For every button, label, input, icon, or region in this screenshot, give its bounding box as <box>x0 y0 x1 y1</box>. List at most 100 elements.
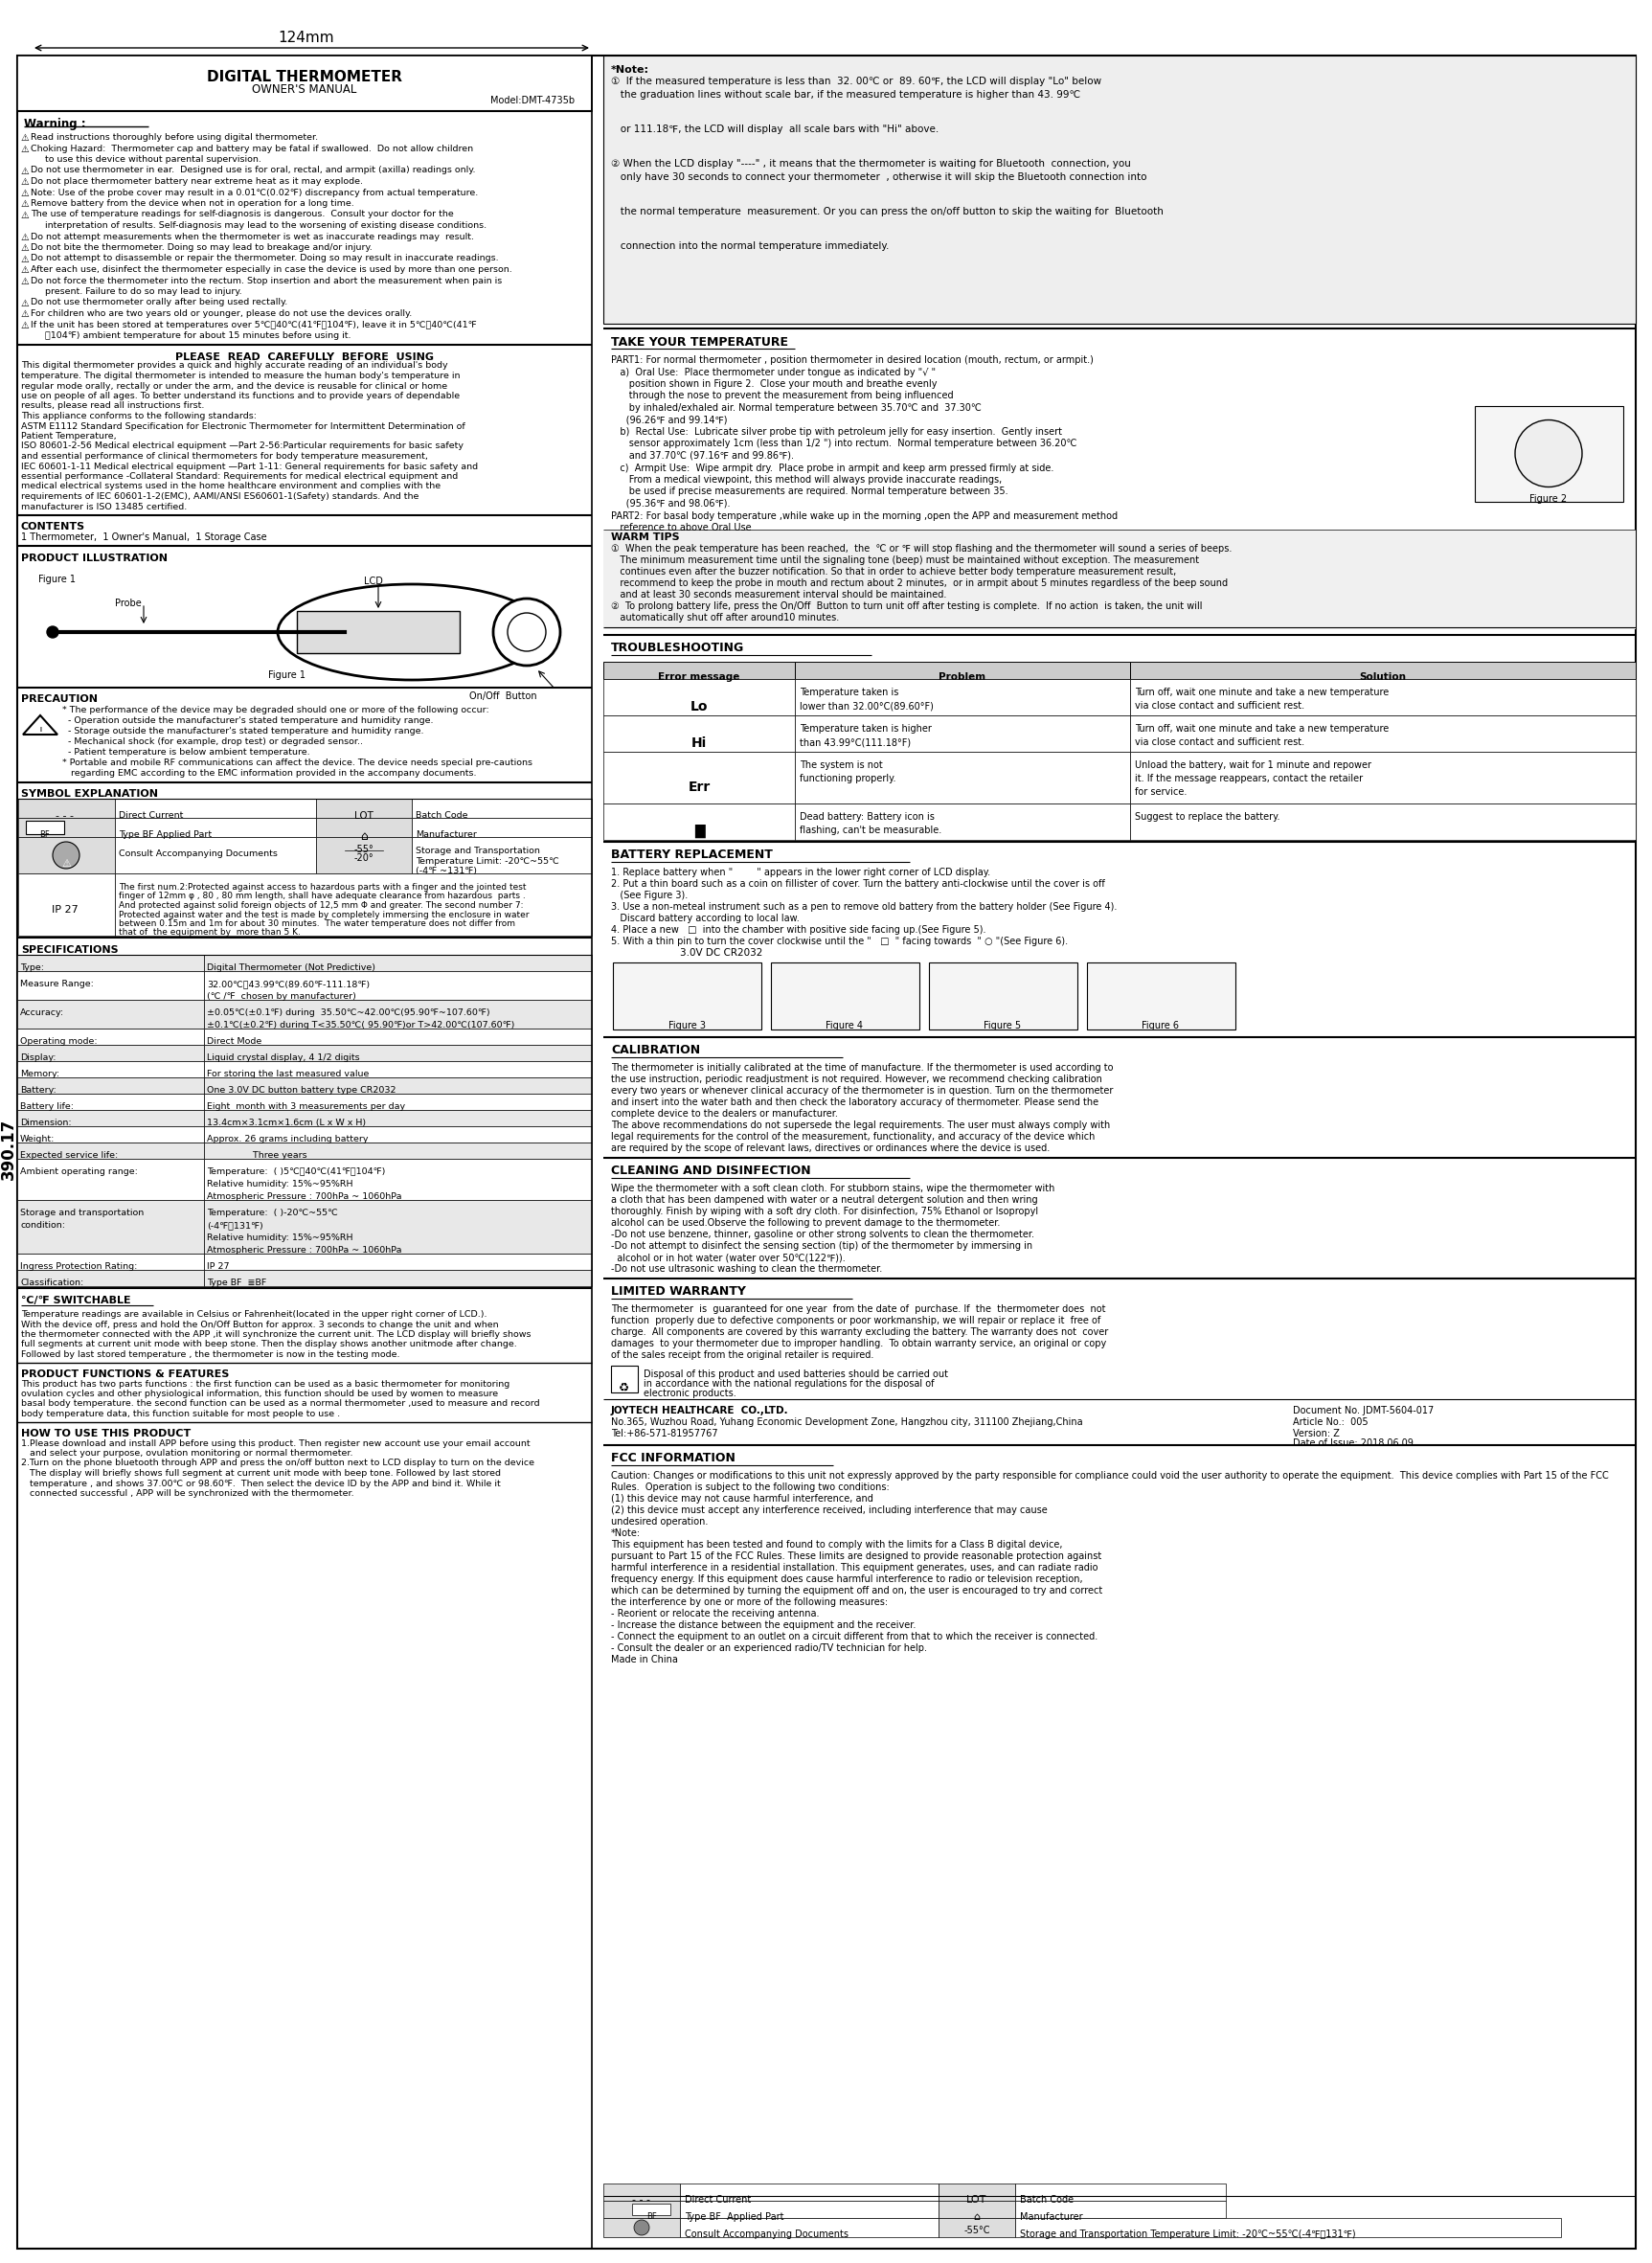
Text: DIGITAL THERMOMETER: DIGITAL THERMOMETER <box>206 70 401 84</box>
Bar <box>795 715 1130 751</box>
Text: Made in China: Made in China <box>611 1654 677 1666</box>
Bar <box>633 2204 671 2215</box>
Text: ⚠: ⚠ <box>21 276 30 285</box>
Text: present. Failure to do so may lead to injury.: present. Failure to do so may lead to in… <box>31 287 241 296</box>
Bar <box>411 837 591 874</box>
Bar <box>116 799 316 817</box>
Text: electronic products.: electronic products. <box>644 1389 737 1399</box>
Text: From a medical viewpoint, this method will always provide inaccurate readings,: From a medical viewpoint, this method wi… <box>611 475 1003 484</box>
Bar <box>603 2218 681 2238</box>
Text: temperature. The digital thermometer is intended to measure the human body's tem: temperature. The digital thermometer is … <box>21 371 461 380</box>
Text: 124mm: 124mm <box>279 32 334 45</box>
Text: ⚠: ⚠ <box>21 199 30 208</box>
Text: Figure 3: Figure 3 <box>667 1021 705 1032</box>
Text: 390.17: 390.17 <box>0 1118 17 1179</box>
Text: Warning :: Warning : <box>23 118 86 131</box>
Text: ⚠: ⚠ <box>21 165 30 177</box>
Text: Dimension:: Dimension: <box>20 1118 71 1127</box>
Text: Batch Code: Batch Code <box>416 810 468 819</box>
Text: Document No. JDMT-5604-017: Document No. JDMT-5604-017 <box>1294 1405 1434 1417</box>
Text: it. If the message reappears, contact the retailer: it. If the message reappears, contact th… <box>1135 774 1363 783</box>
Text: charge.  All components are covered by this warranty excluding the battery. The : charge. All components are covered by th… <box>611 1328 1108 1337</box>
Bar <box>297 611 459 654</box>
Bar <box>17 1109 203 1127</box>
Bar <box>203 1143 591 1159</box>
Text: (1) this device may not cause harmful interference, and: (1) this device may not cause harmful in… <box>611 1494 874 1505</box>
Text: interpretation of results. Self-diagnosis may lead to the worsening of existing : interpretation of results. Self-diagnosi… <box>31 222 487 231</box>
Text: 4. Place a new   □  into the chamber with positive side facing up.(See Figure 5): 4. Place a new □ into the chamber with p… <box>611 926 986 935</box>
Text: Do not place thermometer battery near extreme heat as it may explode.: Do not place thermometer battery near ex… <box>31 177 363 186</box>
Text: JOYTECH HEALTHCARE  CO.,LTD.: JOYTECH HEALTHCARE CO.,LTD. <box>611 1405 788 1417</box>
Text: Disposal of this product and used batteries should be carried out: Disposal of this product and used batter… <box>644 1369 948 1380</box>
Text: ⚠: ⚠ <box>21 321 30 330</box>
Text: (2) this device must accept any interference received, including interference th: (2) this device must accept any interfer… <box>611 1505 1047 1516</box>
Text: LOT: LOT <box>966 2195 988 2204</box>
Text: Atmospheric Pressure : 700hPa ~ 1060hPa: Atmospheric Pressure : 700hPa ~ 1060hPa <box>206 1193 401 1202</box>
Text: 3.0V DC CR2032: 3.0V DC CR2032 <box>681 948 767 957</box>
Text: Figure 5: Figure 5 <box>985 1021 1021 1032</box>
Bar <box>1014 2184 1226 2200</box>
Text: b)  Rectal Use:  Lubricate silver probe tip with petroleum jelly for easy insert: b) Rectal Use: Lubricate silver probe ti… <box>611 428 1062 437</box>
Text: Lo: Lo <box>691 699 709 713</box>
Text: Measure Range:: Measure Range: <box>20 980 94 989</box>
Text: automatically shut off after around10 minutes.: automatically shut off after around10 mi… <box>611 613 839 622</box>
Text: ⚠: ⚠ <box>21 177 30 188</box>
Bar <box>938 2218 1014 2238</box>
Circle shape <box>494 597 560 665</box>
Text: IP 27: IP 27 <box>51 905 78 914</box>
Text: and essential performance of clinical thermometers for body temperature measurem: and essential performance of clinical th… <box>21 453 428 462</box>
Bar <box>681 2200 938 2218</box>
Bar <box>316 837 411 874</box>
Bar <box>938 2200 1014 2218</box>
Text: recommend to keep the probe in mouth and rectum about 2 minutes,  or in armpit a: recommend to keep the probe in mouth and… <box>611 579 1227 588</box>
Text: ⚠: ⚠ <box>21 145 30 154</box>
Text: Read instructions thoroughly before using digital thermometer.: Read instructions thoroughly before usin… <box>31 134 319 143</box>
Text: PART2: For basal body temperature ,while wake up in the morning ,open the APP an: PART2: For basal body temperature ,while… <box>611 511 1118 520</box>
Bar <box>18 837 116 874</box>
Text: 1.Please download and install APP before using this product. Then register new a: 1.Please download and install APP before… <box>21 1439 530 1448</box>
Text: Figure 2: Figure 2 <box>1530 493 1568 502</box>
Text: Protected against water and the test is made by completely immersing the enclosu: Protected against water and the test is … <box>119 910 529 919</box>
Text: ⚠: ⚠ <box>21 265 30 274</box>
Text: Expected service life:: Expected service life: <box>20 1152 117 1159</box>
Text: Do not use thermometer in ear.  Designed use is for oral, rectal, and armpit (ax: Do not use thermometer in ear. Designed … <box>31 165 476 174</box>
Text: - Increase the distance between the equipment and the receiver.: - Increase the distance between the equi… <box>611 1620 915 1629</box>
Text: through the nose to prevent the measurement from being influenced: through the nose to prevent the measurem… <box>611 391 953 401</box>
Text: Figure 6: Figure 6 <box>1142 1021 1180 1032</box>
Text: ⚠: ⚠ <box>21 210 30 220</box>
Text: And protected against solid foreign objects of 12,5 mm Φ and greater. The second: And protected against solid foreign obje… <box>119 901 524 910</box>
Text: With the device off, press and hold the On/Off Button for approx. 3 seconds to c: With the device off, press and hold the … <box>21 1319 499 1328</box>
Text: PLEASE  READ  CAREFULLY  BEFORE  USING: PLEASE READ CAREFULLY BEFORE USING <box>175 353 434 362</box>
Text: (See Figure 3).: (See Figure 3). <box>611 892 687 901</box>
Text: lower than 32.00°C(89.60°F): lower than 32.00°C(89.60°F) <box>800 702 933 711</box>
Text: medical electrical systems used in the home healthcare environment and complies : medical electrical systems used in the h… <box>21 482 441 491</box>
Bar <box>603 679 795 715</box>
Text: every two years or whenever clinical accuracy of the thermometer is in question.: every two years or whenever clinical acc… <box>611 1086 1113 1095</box>
Text: IEC 60601-1-11 Medical electrical equipment —Part 1-11: General requirements for: IEC 60601-1-11 Medical electrical equipm… <box>21 462 477 471</box>
Text: undesired operation.: undesired operation. <box>611 1518 709 1528</box>
Text: OWNER'S MANUAL: OWNER'S MANUAL <box>253 84 357 95</box>
Text: Direct Current: Direct Current <box>119 810 183 819</box>
Bar <box>26 821 64 835</box>
Text: 13.4cm×3.1cm×1.6cm (L x W x H): 13.4cm×3.1cm×1.6cm (L x W x H) <box>206 1118 367 1127</box>
Circle shape <box>1515 421 1583 487</box>
Text: than 43.99°C(111.18°F): than 43.99°C(111.18°F) <box>800 738 910 747</box>
Text: position shown in Figure 2.  Close your mouth and breathe evenly: position shown in Figure 2. Close your m… <box>611 380 937 389</box>
Text: ②  To prolong battery life, press the On/Off  Button to turn unit off after test: ② To prolong battery life, press the On/… <box>611 602 1203 611</box>
Text: One 3.0V DC button battery type CR2032: One 3.0V DC button battery type CR2032 <box>206 1086 396 1095</box>
Text: CALIBRATION: CALIBRATION <box>611 1043 700 1057</box>
Circle shape <box>634 2220 649 2236</box>
Bar <box>603 751 795 803</box>
Text: Temperature readings are available in Celsius or Fahrenheit(located in the upper: Temperature readings are available in Ce… <box>21 1310 487 1319</box>
Text: connection into the normal temperature immediately.: connection into the normal temperature i… <box>611 242 889 251</box>
Text: Unload the battery, wait for 1 minute and repower: Unload the battery, wait for 1 minute an… <box>1135 760 1371 769</box>
Text: ±0.05℃(±0.1℉) during  35.50℃~42.00℃(95.90℉~107.60℉): ±0.05℃(±0.1℉) during 35.50℃~42.00℃(95.90… <box>206 1009 491 1016</box>
Text: requirements of IEC 60601-1-2(EMC), AAMI/ANSI ES60601-1(Safety) standards. And t: requirements of IEC 60601-1-2(EMC), AAMI… <box>21 493 420 500</box>
Text: This equipment has been tested and found to comply with the limits for a Class B: This equipment has been tested and found… <box>611 1541 1062 1550</box>
Text: ② When the LCD display "----" , it means that the thermometer is waiting for Blu: ② When the LCD display "----" , it means… <box>611 158 1132 167</box>
Text: functioning properly.: functioning properly. <box>800 774 895 783</box>
Text: Type BF Applied Part: Type BF Applied Part <box>119 831 211 840</box>
Text: that of  the equipment by  more than 5 K.: that of the equipment by more than 5 K. <box>119 928 301 937</box>
Text: -Do not use benzene, thinner, gasoline or other strong solvents to clean the the: -Do not use benzene, thinner, gasoline o… <box>611 1231 1034 1240</box>
Bar <box>316 799 411 817</box>
